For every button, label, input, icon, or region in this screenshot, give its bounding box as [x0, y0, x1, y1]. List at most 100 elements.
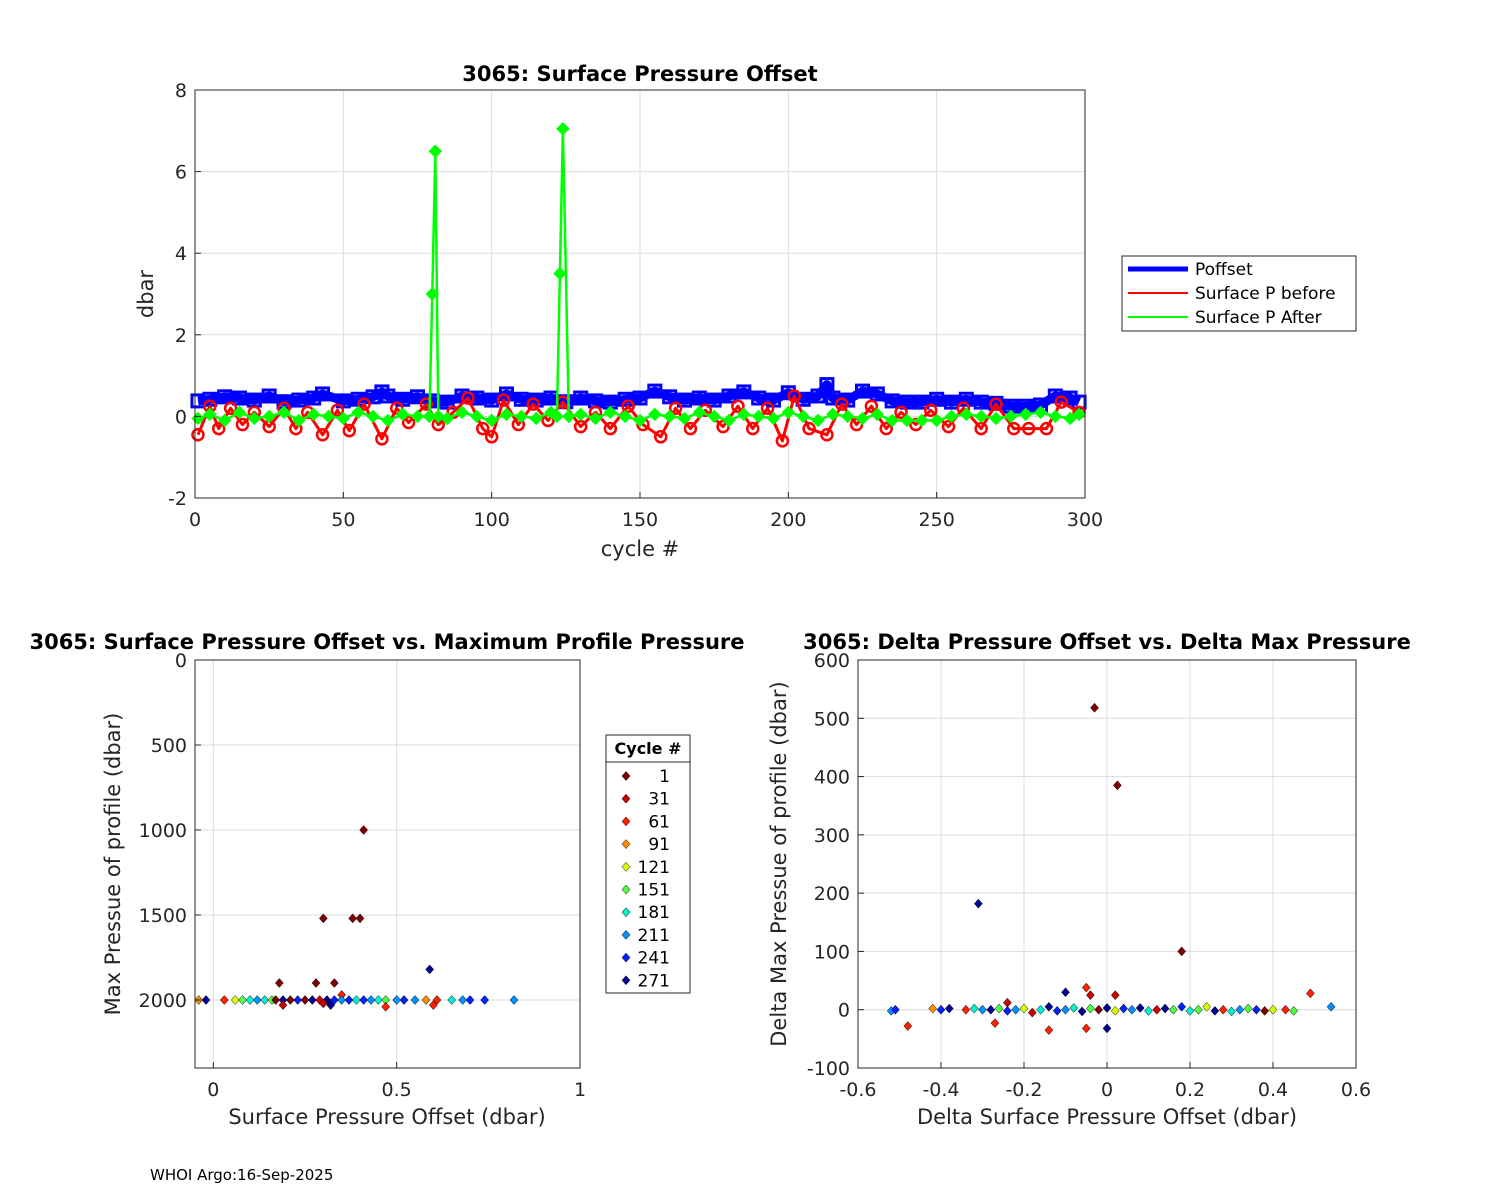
- surface-after-marker: [440, 411, 454, 426]
- legend-label: 1: [659, 767, 670, 787]
- legend-title: Cycle #: [615, 739, 682, 758]
- scatter-point: [1160, 1003, 1170, 1014]
- scatter-point: [252, 995, 262, 1005]
- scatter-point: [990, 1018, 1000, 1028]
- poffset-marker: [380, 388, 396, 404]
- surface-before-marker: [760, 401, 775, 415]
- scatter-point: [329, 978, 339, 988]
- surface-after-marker: [944, 409, 959, 424]
- scatter-point: [366, 995, 376, 1005]
- scatter-point: [1102, 1003, 1112, 1013]
- scatter-point: [359, 995, 369, 1005]
- y-tick-label: 500: [814, 708, 850, 730]
- x-tick-label: 0.5: [382, 1079, 412, 1101]
- scatter-point: [891, 1004, 900, 1015]
- surface-after-marker: [692, 405, 707, 420]
- scatter-point: [1110, 1006, 1120, 1016]
- scatter-point: [1193, 1004, 1203, 1015]
- scatter-point: [300, 995, 310, 1005]
- surface-before-marker: [476, 421, 490, 436]
- poffset-marker: [573, 390, 589, 406]
- surface-after-marker: [431, 409, 445, 424]
- x-tick-label: 100: [474, 509, 510, 531]
- poffset-marker: [929, 391, 945, 407]
- legend-label-poffset: Poffset: [1195, 260, 1253, 280]
- scatter-point: [1210, 1006, 1220, 1016]
- surface-after-marker: [974, 409, 988, 424]
- surface-after-marker: [1048, 409, 1063, 424]
- x-tick-label: 0.2: [1175, 1079, 1205, 1101]
- scatter-point: [399, 995, 409, 1005]
- surface-before-marker: [1054, 395, 1069, 409]
- scatter-point: [1081, 1023, 1091, 1034]
- scatter-point: [465, 995, 475, 1005]
- scatter-point: [458, 995, 468, 1005]
- surface-before-marker: [775, 434, 790, 448]
- x-tick-label: 0: [189, 509, 201, 531]
- poffset-marker: [261, 388, 277, 404]
- surface-after-marker: [811, 413, 825, 428]
- surface-after-marker: [321, 409, 336, 424]
- surface-after-marker: [781, 405, 796, 420]
- y-tick-label: 600: [814, 650, 850, 672]
- surface-before-marker: [989, 397, 1003, 411]
- scatter-point: [428, 1000, 438, 1010]
- surface-after-marker: [470, 409, 484, 424]
- x-axis-label: cycle #: [601, 537, 680, 561]
- legend-marker: [621, 975, 631, 986]
- legend: Poffset Surface P before Surface P After: [1121, 255, 1357, 332]
- scatter-point: [1119, 1003, 1128, 1014]
- poffset-marker: [410, 389, 425, 405]
- surface-after-marker: [247, 411, 262, 426]
- surface-after-marker: [959, 407, 974, 422]
- poffset-marker: [315, 386, 331, 402]
- scatter-point: [421, 995, 431, 1005]
- scatter-point: [307, 995, 317, 1005]
- scatter-point: [348, 913, 358, 924]
- scatter-point: [994, 1003, 1004, 1014]
- scatter-point: [271, 995, 281, 1005]
- surface-after-marker: [277, 405, 291, 420]
- surface-after-marker: [455, 405, 469, 420]
- legend-label: 31: [648, 790, 670, 810]
- surface-after-marker: [766, 411, 781, 426]
- y-tick-label: 200: [814, 883, 850, 905]
- surface-after-marker: [410, 409, 425, 424]
- surface-after-marker: [262, 409, 276, 424]
- surface-before-marker: [419, 397, 434, 411]
- scatter-point: [355, 913, 365, 924]
- legend-label-after: Surface P After: [1195, 308, 1322, 328]
- scatter-point: [1202, 1001, 1211, 1012]
- footer-credit: WHOI Argo:16-Sep-2025: [150, 1166, 334, 1184]
- poffset-marker: [291, 392, 307, 408]
- surface-before-marker: [211, 421, 226, 436]
- scatter-point: [1110, 990, 1120, 1001]
- scatter-point: [961, 1004, 971, 1015]
- y-tick-label: 300: [814, 825, 850, 847]
- poffset-marker: [914, 394, 930, 410]
- scatter-point: [1090, 702, 1099, 713]
- surface-after-marker: [217, 413, 232, 428]
- surface-before-marker: [731, 399, 745, 413]
- scatter-point: [447, 995, 457, 1005]
- surface-before-marker: [941, 419, 956, 434]
- y-tick-label: 4: [175, 243, 187, 265]
- surface-after-marker: [840, 409, 855, 424]
- scatter-point: [1086, 990, 1095, 1001]
- poffset-marker: [958, 391, 974, 407]
- surface-before-marker: [1007, 421, 1021, 436]
- scatter-point: [1177, 1001, 1187, 1012]
- scatter-point: [1077, 1006, 1087, 1017]
- surface-before-marker: [923, 403, 938, 418]
- legend-label: 151: [638, 881, 670, 901]
- scatter-point: [219, 995, 229, 1005]
- surface-after-marker: [351, 405, 365, 420]
- poffset-marker: [736, 384, 752, 400]
- legend-marker: [621, 771, 631, 781]
- scatter-point: [1086, 1003, 1095, 1014]
- surface-after-marker: [556, 122, 570, 136]
- legend-label: 241: [638, 949, 670, 969]
